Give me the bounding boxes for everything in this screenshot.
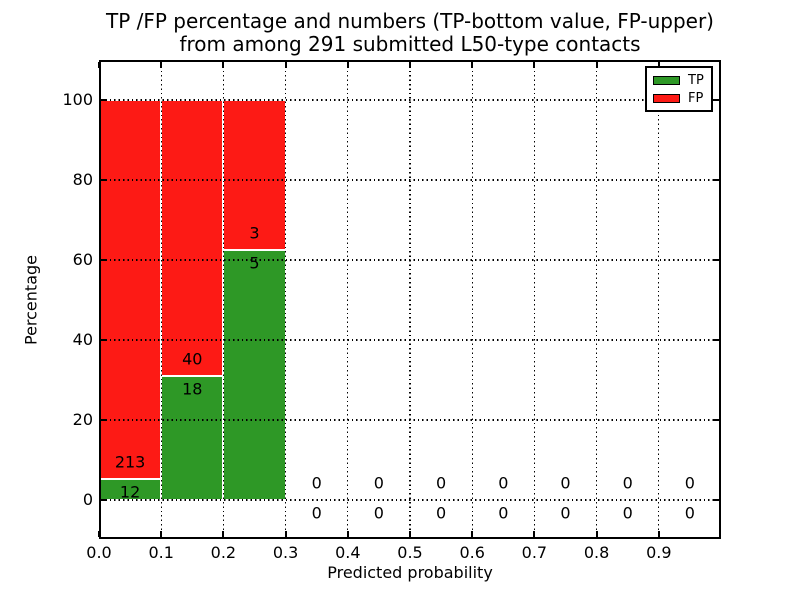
y-tick-left: [101, 259, 107, 261]
tp-count-label-1: 18: [182, 379, 203, 399]
x-tick-label: 0.3: [272, 543, 299, 562]
x-tick-top: [98, 62, 100, 68]
y-tick-label: 0: [82, 490, 93, 509]
left-spine: [99, 60, 101, 539]
right-spine: [719, 60, 721, 539]
v-gridline-0.6: [471, 62, 473, 537]
x-tick-bottom: [533, 531, 536, 537]
x-tick-top: [160, 62, 163, 68]
legend-label-tp: TP: [688, 72, 704, 88]
x-tick-bottom: [98, 531, 100, 537]
x-tick-top: [657, 62, 660, 68]
legend: TP FP: [645, 66, 713, 112]
x-tick-top: [409, 62, 411, 68]
y-tick-label: 40: [72, 330, 93, 349]
fp-count-label-8: 0: [622, 473, 633, 493]
top-spine: [99, 60, 721, 62]
y-tick-right: [713, 179, 719, 181]
tp-count-label-5: 0: [436, 503, 447, 523]
x-tick-bottom: [409, 531, 411, 537]
tp-count-label-8: 0: [622, 503, 633, 523]
x-tick-top: [346, 62, 349, 68]
y-tick-right: [713, 499, 719, 501]
fp-count-label-7: 0: [560, 473, 571, 493]
y-tick-label: 60: [72, 250, 93, 269]
x-tick-bottom: [160, 531, 163, 537]
tp-count-label-0: 12: [119, 482, 141, 502]
y-tick-left: [101, 339, 107, 341]
x-tick-top: [595, 62, 598, 68]
x-tick-bottom: [657, 531, 660, 537]
x-axis-label: Predicted probability: [327, 563, 493, 582]
v-gridline-0.7: [533, 62, 536, 537]
y-tick-label: 100: [62, 90, 93, 109]
legend-item-tp: TP: [653, 74, 705, 87]
x-tick-bottom: [346, 531, 349, 537]
x-tick-label: 0.0: [86, 543, 112, 562]
x-tick-label: 0.7: [521, 543, 548, 562]
fp-count-label-2: 3: [249, 223, 260, 243]
fp-count-label-1: 40: [182, 349, 203, 369]
fp-count-label-4: 0: [373, 473, 384, 493]
tp-count-label-3: 0: [311, 503, 322, 523]
legend-swatch-fp: [653, 93, 680, 103]
x-tick-top: [222, 62, 225, 68]
bar-segment-tp-2: [223, 250, 286, 500]
bar-segment-fp-0: [99, 100, 162, 479]
x-tick-bottom: [595, 531, 598, 537]
x-tick-top: [471, 62, 474, 68]
tp-count-label-9: 0: [684, 503, 695, 523]
chart-title-line1: TP /FP percentage and numbers (TP-bottom…: [106, 9, 714, 33]
y-tick-right: [713, 419, 719, 421]
tp-count-label-6: 0: [498, 503, 509, 523]
x-tick-bottom: [471, 531, 474, 537]
fp-count-label-6: 0: [498, 473, 509, 493]
bottom-spine: [99, 537, 721, 539]
x-tick-label: 0.8: [583, 543, 610, 562]
x-tick-label: 0.5: [397, 543, 423, 562]
y-tick-right: [713, 99, 719, 101]
tp-count-label-4: 0: [373, 503, 384, 523]
y-tick-label: 20: [72, 410, 93, 429]
chart-title: TP /FP percentage and numbers (TP-bottom…: [99, 10, 721, 56]
v-gridline-0.8: [595, 62, 598, 537]
plot-area: 213 12 40 18 3 5 0 0 0 0 0 0 0 0 0 0 0 0 0 0: [98, 60, 721, 539]
fp-count-label-3: 0: [311, 473, 322, 493]
fp-count-label-0: 213: [114, 452, 146, 472]
tp-count-label-7: 0: [560, 503, 571, 523]
legend-label-fp: FP: [688, 90, 704, 106]
v-gridline-0.3: [284, 62, 287, 537]
v-gridline-0.1: [160, 62, 162, 537]
v-gridline-0.5: [409, 62, 411, 537]
bar-segment-fp-1: [161, 100, 224, 376]
x-tick-top: [533, 62, 536, 68]
y-tick-left: [101, 499, 107, 501]
legend-item-fp: FP: [653, 92, 705, 105]
chart-title-line2: from among 291 submitted L50-type contac…: [179, 32, 641, 56]
x-tick-bottom: [222, 531, 225, 537]
y-tick-label: 80: [72, 170, 93, 189]
y-tick-left: [101, 99, 107, 101]
x-tick-label: 0.2: [210, 543, 237, 562]
x-tick-label: 0.9: [646, 543, 672, 562]
tp-count-label-2: 5: [249, 253, 260, 273]
x-tick-bottom: [284, 531, 287, 537]
y-tick-right: [713, 339, 719, 341]
legend-swatch-tp: [653, 75, 680, 85]
y-tick-left: [101, 419, 107, 421]
x-tick-label: 0.4: [335, 543, 361, 562]
x-tick-label: 0.6: [459, 543, 485, 562]
y-tick-left: [101, 179, 107, 181]
v-gridline-0.4: [347, 62, 349, 537]
x-tick-top: [284, 62, 287, 68]
y-tick-right: [713, 259, 719, 261]
v-gridline-0.9: [658, 62, 660, 537]
x-tick-label: 0.1: [148, 543, 174, 562]
fp-count-label-9: 0: [684, 473, 695, 493]
fp-count-label-5: 0: [436, 473, 447, 493]
v-gridline-0.2: [222, 62, 225, 537]
